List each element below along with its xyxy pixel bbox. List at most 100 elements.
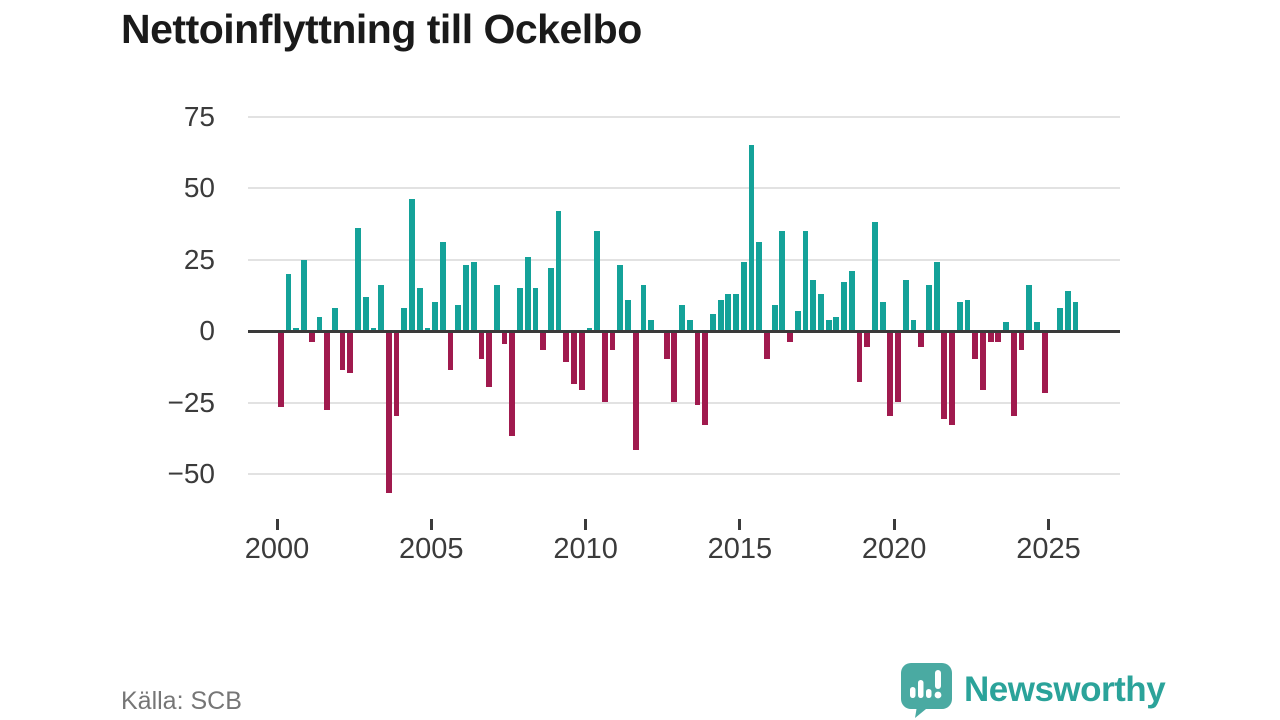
x-axis-tick-mark-2020 xyxy=(892,519,896,530)
bar-2022Q3 xyxy=(972,333,979,359)
bar-2007Q4 xyxy=(517,288,523,331)
y-axis-tick-label: 0 xyxy=(199,315,215,346)
bar-2023Q1 xyxy=(987,333,994,342)
bar-2015Q2 xyxy=(748,145,755,331)
bar-2011Q3 xyxy=(632,333,639,451)
bar-2003Q1 xyxy=(370,328,377,331)
bar-2013Q3 xyxy=(694,333,701,405)
bar-2003Q2 xyxy=(378,285,385,331)
bar-2005Q2 xyxy=(439,242,446,331)
bar-2019Q4 xyxy=(887,333,894,416)
bar-2001Q2 xyxy=(316,316,323,331)
bar-2012Q3 xyxy=(663,333,670,359)
bar-2016Q2 xyxy=(779,230,786,331)
y-axis-tick-label: −50 xyxy=(167,458,216,489)
bar-2022Q2 xyxy=(964,299,971,331)
bar-2021Q3 xyxy=(941,333,948,419)
newsworthy-wordmark: Newsworthy xyxy=(964,670,1166,709)
bar-2022Q1 xyxy=(956,302,963,331)
bar-2004Q3 xyxy=(416,288,423,331)
gridline-y--50 xyxy=(248,473,1120,475)
bar-2016Q4 xyxy=(794,310,801,331)
bar-2001Q1 xyxy=(308,333,315,342)
bar-2017Q1 xyxy=(802,230,809,331)
newsworthy-logo: Newsworthy xyxy=(900,663,1166,718)
bar-2014Q1 xyxy=(710,313,716,331)
bar-2019Q2 xyxy=(872,222,878,331)
x-axis-tick-label-2020: 2020 xyxy=(861,533,927,565)
y-axis-tick-label: 75 xyxy=(183,100,215,132)
bar-2004Q1 xyxy=(401,308,408,331)
bar-2009Q4 xyxy=(578,333,585,391)
bar-2015Q1 xyxy=(740,262,747,331)
bar-2010Q2 xyxy=(594,230,601,331)
bar-2004Q2 xyxy=(409,199,415,331)
bar-2006Q1 xyxy=(463,265,469,331)
bar-2021Q2 xyxy=(933,262,940,331)
bar-2003Q3 xyxy=(385,333,392,494)
bar-2016Q1 xyxy=(771,305,778,331)
bar-2006Q4 xyxy=(486,333,493,388)
x-axis-tick-label-2005: 2005 xyxy=(399,533,464,565)
source-text: Källa: SCB xyxy=(121,687,242,715)
bar-2002Q4 xyxy=(362,296,369,331)
bar-2023Q4 xyxy=(1010,333,1017,416)
bar-2011Q1 xyxy=(617,265,624,331)
bar-2013Q2 xyxy=(686,319,693,331)
bar-2021Q4 xyxy=(949,333,955,425)
bar-2000Q3 xyxy=(293,328,300,331)
gridline-y-25 xyxy=(248,258,1120,261)
bar-2020Q2 xyxy=(902,279,909,331)
bar-2025Q4 xyxy=(1072,302,1079,331)
bar-2000Q2 xyxy=(285,273,292,331)
bar-2011Q2 xyxy=(625,299,631,331)
bar-2019Q1 xyxy=(864,333,871,348)
bar-2025Q2 xyxy=(1057,308,1063,331)
bar-2004Q4 xyxy=(424,328,431,331)
x-axis-tick-mark-2015 xyxy=(738,519,742,530)
bar-2008Q2 xyxy=(532,288,539,331)
bar-2016Q3 xyxy=(787,333,793,342)
bar-2005Q1 xyxy=(432,302,439,331)
bar-2018Q2 xyxy=(841,282,847,331)
bar-2002Q2 xyxy=(347,333,354,374)
bar-2014Q4 xyxy=(733,293,739,331)
bar-2025Q3 xyxy=(1064,290,1071,331)
bar-2002Q3 xyxy=(355,228,361,331)
bar-2005Q4 xyxy=(455,305,462,331)
bar-2024Q4 xyxy=(1041,333,1048,394)
bar-2014Q3 xyxy=(725,293,732,331)
bar-2002Q1 xyxy=(339,333,346,371)
bar-2021Q1 xyxy=(926,285,932,331)
x-axis-tick-label-2000: 2000 xyxy=(244,533,310,565)
gridline-y-50 xyxy=(248,187,1120,189)
y-axis-tick-label: −25 xyxy=(167,386,216,418)
bar-2010Q1 xyxy=(586,328,593,331)
bar-2014Q2 xyxy=(717,299,724,331)
bar-2017Q3 xyxy=(818,293,824,331)
bar-2007Q1 xyxy=(493,285,500,331)
x-axis-tick-label-2025: 2025 xyxy=(1016,533,1081,565)
newsworthy-icon xyxy=(901,663,952,718)
bar-2007Q3 xyxy=(509,333,516,436)
bar-2003Q4 xyxy=(393,333,400,416)
bar-2009Q3 xyxy=(571,333,577,385)
x-axis-tick-mark-2005 xyxy=(429,519,433,530)
bar-2013Q1 xyxy=(679,305,685,331)
page-title: Nettoinflyttning till Ockelbo xyxy=(121,6,642,52)
bar-2017Q4 xyxy=(825,319,832,331)
bar-2023Q3 xyxy=(1003,322,1009,331)
bar-2008Q3 xyxy=(540,333,547,351)
y-axis-tick-label: 50 xyxy=(183,172,215,203)
y-axis-tick-label: 25 xyxy=(183,243,215,275)
bar-2024Q3 xyxy=(1034,322,1040,331)
bar-2019Q3 xyxy=(879,302,886,331)
bar-2000Q4 xyxy=(301,259,307,331)
bar-2017Q2 xyxy=(810,279,817,331)
x-axis-tick-mark-2025 xyxy=(1047,519,1050,530)
bar-2022Q4 xyxy=(980,333,986,391)
bar-2018Q3 xyxy=(848,270,855,331)
bar-2023Q2 xyxy=(995,333,1002,342)
bar-2015Q4 xyxy=(764,333,770,359)
